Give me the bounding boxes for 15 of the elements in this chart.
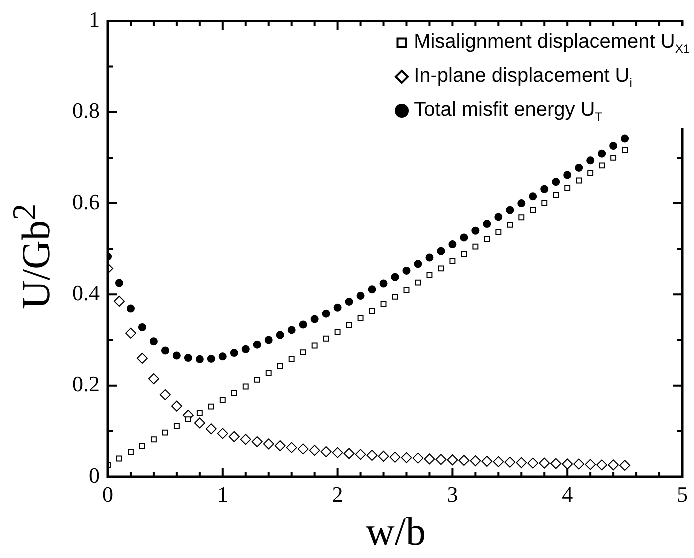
x-axis-title: w/b [365,508,427,555]
y-tick-label: 0 [89,462,100,488]
y-tick-label: 0.8 [72,98,100,124]
y-tick-label: 1 [89,6,100,32]
x-tick-label: 2 [332,482,344,507]
y-tick-label: 0.6 [72,189,100,214]
legend-label: In-plane displacement U$_{i}$ [414,64,632,90]
x-tick-label: 1 [217,482,228,507]
x-tick-label: 3 [447,482,458,507]
legend-label: Misalignment displacement U$_{X1}$ [414,30,690,56]
x-tick-label: 5 [677,482,688,507]
y-tick-label: 0.4 [72,280,100,306]
legend-label: Total misfit energy U$_{T}$ [414,98,603,124]
x-tick-label: 4 [562,482,574,507]
y-tick-label: 0.2 [72,372,100,397]
